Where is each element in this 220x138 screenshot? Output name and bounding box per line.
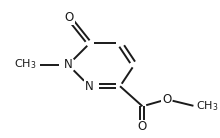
Text: O: O — [138, 120, 147, 133]
Text: CH$_3$: CH$_3$ — [196, 99, 219, 113]
Text: O: O — [162, 93, 171, 106]
Text: N: N — [64, 58, 73, 71]
Text: CH$_3$: CH$_3$ — [14, 57, 37, 71]
Text: N: N — [85, 80, 94, 93]
Text: O: O — [64, 11, 74, 24]
